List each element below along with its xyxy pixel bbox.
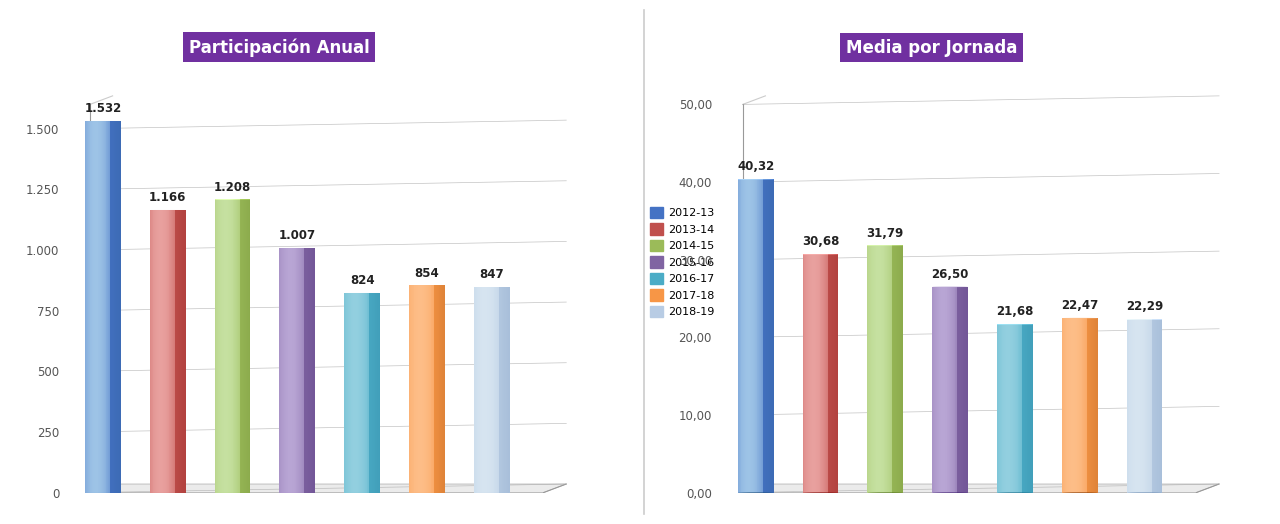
Text: 824: 824 (349, 274, 375, 287)
Text: 1.166: 1.166 (148, 191, 187, 204)
Ellipse shape (1062, 318, 1097, 319)
Legend: 2012-13, 2013-14, 2014-15, 2015-16, 2016-17, 2017-18, 2018-19: 2012-13, 2013-14, 2014-15, 2015-16, 2016… (645, 202, 719, 322)
Text: 1.532: 1.532 (84, 102, 122, 115)
Text: Media por Jornada: Media por Jornada (846, 39, 1018, 57)
Polygon shape (742, 484, 1219, 493)
Text: 22,29: 22,29 (1126, 300, 1164, 313)
Ellipse shape (803, 492, 838, 493)
Text: 40,32: 40,32 (737, 160, 774, 173)
Ellipse shape (997, 492, 1033, 493)
Text: 26,50: 26,50 (932, 268, 969, 281)
Ellipse shape (1126, 492, 1162, 493)
Ellipse shape (737, 179, 773, 180)
Text: 21,68: 21,68 (996, 305, 1034, 318)
Ellipse shape (1062, 492, 1097, 493)
Ellipse shape (868, 492, 904, 493)
Text: 30,68: 30,68 (801, 235, 840, 248)
Ellipse shape (1126, 319, 1162, 320)
Text: 1.007: 1.007 (279, 230, 316, 243)
Ellipse shape (932, 492, 968, 493)
Text: Participación Anual: Participación Anual (188, 38, 370, 57)
Text: 847: 847 (480, 268, 504, 281)
Polygon shape (90, 484, 566, 493)
Text: 22,47: 22,47 (1061, 299, 1098, 312)
Ellipse shape (803, 254, 838, 255)
Text: 31,79: 31,79 (867, 227, 904, 239)
Ellipse shape (737, 492, 773, 493)
Text: 854: 854 (415, 267, 439, 280)
Text: 1.208: 1.208 (214, 181, 251, 194)
